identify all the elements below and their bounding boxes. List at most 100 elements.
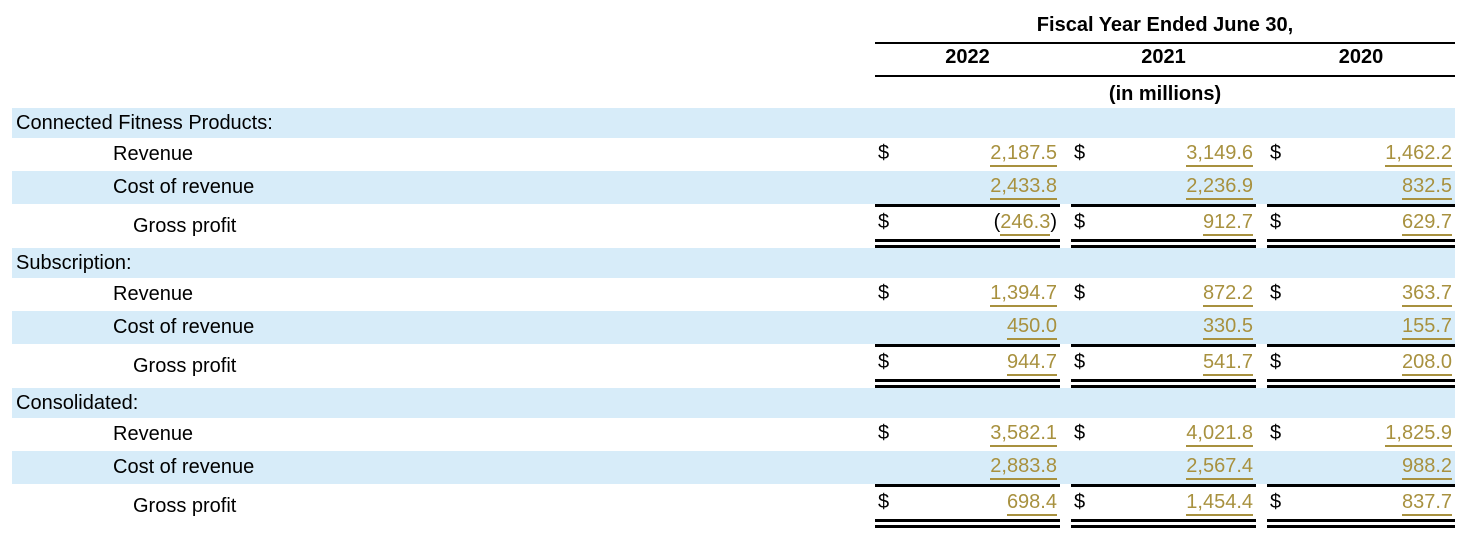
amount: 2,187.5 (990, 142, 1057, 167)
amount: 3,582.1 (990, 422, 1057, 447)
row-label: Revenue (113, 283, 194, 305)
amount: 208.0 (1401, 351, 1453, 376)
amount: 944.7 (1006, 351, 1057, 376)
currency-symbol: $ (1270, 210, 1282, 233)
amount: 3,149.6 (1186, 142, 1253, 167)
cell-2020: $208.0 (1267, 344, 1456, 388)
amount: 2,567.4 (1186, 455, 1253, 480)
value-link[interactable]: 1,462.2 (1385, 142, 1453, 167)
value-link[interactable]: 1,825.9 (1385, 422, 1453, 447)
cell-2021: 2,567.4 (1071, 451, 1256, 484)
column-gap (1060, 44, 1071, 77)
amount: 450.0 (1006, 315, 1057, 340)
cell-2020: $1,462.2 (1267, 138, 1455, 171)
table-row: Cost of revenue 2,883.8 2,567.4 988.2 (12, 451, 1456, 484)
currency-symbol: $ (1074, 210, 1086, 233)
amount: 2,883.8 (990, 455, 1057, 480)
column-gap (1256, 278, 1267, 311)
currency-symbol: $ (878, 142, 890, 164)
column-gap (1256, 344, 1267, 388)
column-gap (1256, 171, 1267, 204)
column-gap (1256, 311, 1267, 344)
cell-2022: $ (246.3) (875, 204, 1060, 248)
value-link[interactable]: 988.2 (1401, 455, 1453, 480)
amount: 698.4 (1006, 491, 1057, 516)
value-link[interactable]: 1,454.4 (1186, 491, 1253, 516)
cell-2022: $1,394.7 (875, 278, 1060, 311)
column-gap (1256, 44, 1267, 77)
value-link[interactable]: 3,582.1 (990, 422, 1057, 447)
column-gap (1060, 278, 1071, 311)
value-link[interactable]: 944.7 (1006, 351, 1057, 376)
value-link[interactable]: 2,433.8 (990, 175, 1057, 200)
cell-2022: $944.7 (875, 344, 1060, 388)
table-title-row: Fiscal Year Ended June 30, (12, 10, 1456, 44)
value-link[interactable]: 2,883.8 (990, 455, 1057, 480)
value-link[interactable]: 330.5 (1202, 315, 1253, 340)
value-link[interactable]: 2,236.9 (1186, 175, 1253, 200)
value-link[interactable]: 872.2 (1202, 282, 1253, 307)
value-link[interactable]: 363.7 (1401, 282, 1453, 307)
currency-symbol: $ (1270, 490, 1282, 513)
row-label: Gross profit (133, 214, 237, 237)
section-header-row: Connected Fitness Products: (12, 108, 1456, 138)
value-link[interactable]: 629.7 (1401, 211, 1453, 236)
column-gap (1060, 171, 1071, 204)
column-gap (1060, 311, 1071, 344)
gross-profit-table: Fiscal Year Ended June 30, 2022 2021 202… (12, 10, 1456, 528)
row-label: Cost of revenue (113, 316, 255, 338)
column-gap (1256, 484, 1267, 528)
column-gap (1060, 451, 1071, 484)
value-link[interactable]: 208.0 (1401, 351, 1453, 376)
value-link[interactable]: 912.7 (1202, 211, 1253, 236)
value-link[interactable]: 837.7 (1401, 491, 1453, 516)
value-link[interactable]: 3,149.6 (1186, 142, 1253, 167)
table-title: Fiscal Year Ended June 30, (875, 10, 1456, 44)
cell-2022: $2,187.5 (875, 138, 1060, 171)
year-column-header-2021: 2021 (1071, 44, 1256, 77)
value-link[interactable]: 4,021.8 (1186, 422, 1253, 447)
label-column-spacer (12, 44, 875, 77)
year-column-header-2022: 2022 (875, 44, 1060, 77)
cell-2020: $629.7 (1267, 204, 1456, 248)
column-gap (1060, 484, 1071, 528)
amount: (246.3) (994, 211, 1057, 236)
value-link[interactable]: 246.3 (1000, 211, 1051, 236)
column-gap (1060, 138, 1071, 171)
cell-2020: $837.7 (1267, 484, 1456, 528)
value-link[interactable]: 832.5 (1401, 175, 1453, 200)
value-link[interactable]: 1,394.7 (990, 282, 1057, 307)
currency-symbol: $ (1074, 282, 1086, 304)
cell-2020: 988.2 (1267, 451, 1455, 484)
subtotal-row: Gross profit $944.7 $541.7 $208.0 (12, 344, 1456, 388)
currency-symbol: $ (878, 422, 890, 444)
table-row: Revenue $2,187.5 $3,149.6 $1,462.2 (12, 138, 1455, 171)
value-link[interactable]: 2,567.4 (1186, 455, 1253, 480)
amount: 541.7 (1202, 351, 1253, 376)
cell-2021: 330.5 (1071, 311, 1256, 344)
row-label: Cost of revenue (113, 176, 255, 198)
amount: 2,433.8 (990, 175, 1057, 200)
value-link[interactable]: 2,187.5 (990, 142, 1057, 167)
value-link[interactable]: 541.7 (1202, 351, 1253, 376)
column-gap (1060, 418, 1071, 451)
amount: 988.2 (1401, 455, 1453, 480)
currency-symbol: $ (1270, 282, 1282, 304)
section-header-row: Subscription: (12, 248, 1456, 278)
amount: 363.7 (1401, 282, 1453, 307)
currency-symbol: $ (1074, 490, 1086, 513)
label-column-spacer (12, 77, 875, 108)
amount: 912.7 (1202, 211, 1253, 236)
currency-symbol: $ (1270, 422, 1282, 444)
currency-symbol: $ (878, 490, 890, 513)
value-link[interactable]: 698.4 (1006, 491, 1057, 516)
row-label: Cost of revenue (113, 456, 255, 478)
section-label: Subscription: (16, 251, 132, 274)
row-label: Revenue (113, 143, 194, 165)
year-header-row: 2022 2021 2020 (12, 44, 1456, 77)
section-header-row: Consolidated: (12, 388, 1456, 418)
value-link[interactable]: 450.0 (1006, 315, 1057, 340)
value-link[interactable]: 155.7 (1401, 315, 1453, 340)
column-gap (1060, 204, 1071, 248)
section-label: Consolidated: (16, 391, 139, 414)
